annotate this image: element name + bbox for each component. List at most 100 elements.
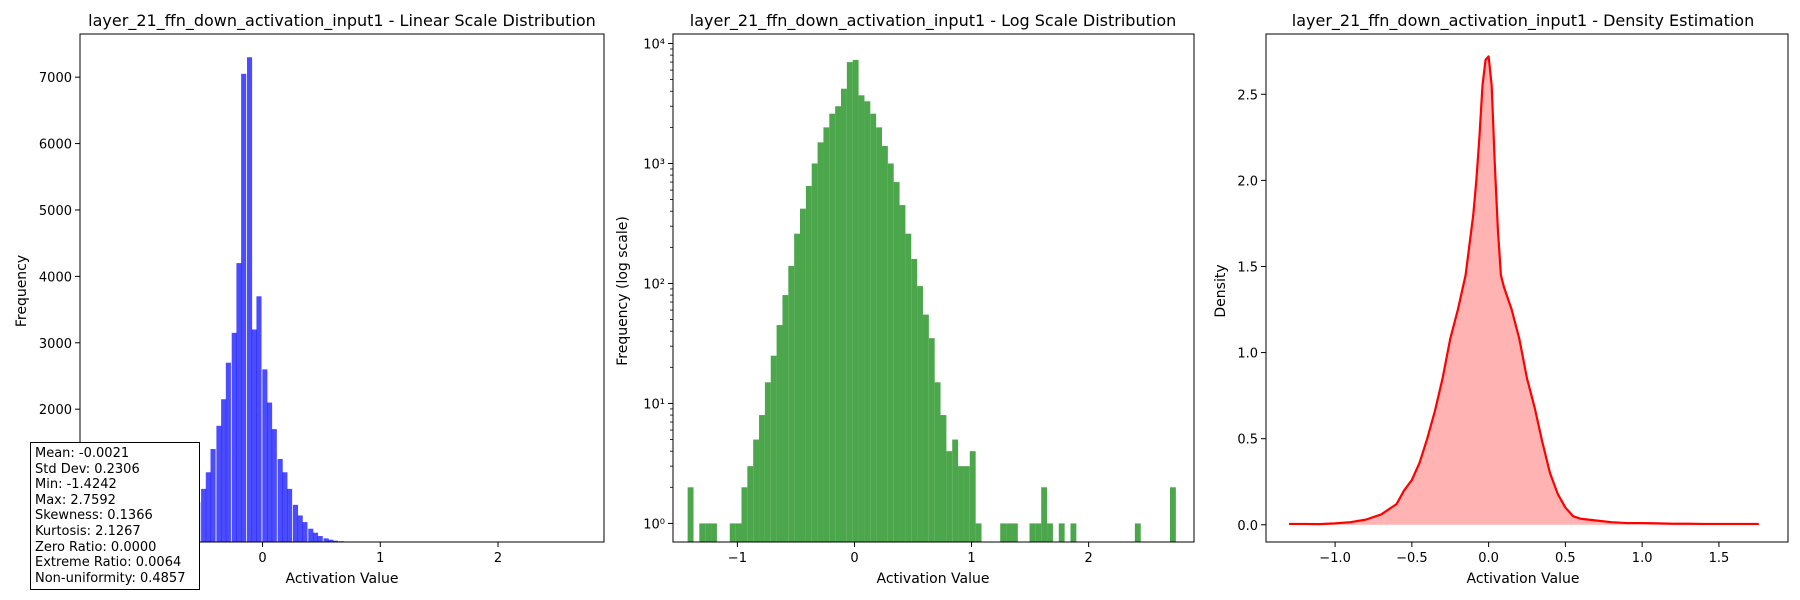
log-histogram-bar [870, 113, 877, 543]
log-histogram-bar [975, 523, 982, 542]
linear-y-axis-label: Frequency [14, 255, 30, 327]
linear-x-tick-label: 2 [494, 551, 502, 566]
log-histogram-bar [1011, 523, 1018, 542]
linear-histogram-bar [262, 369, 268, 542]
linear-histogram-bar [297, 515, 303, 542]
log-histogram-bar [858, 95, 865, 542]
density-x-tick-label: −1.0 [1319, 551, 1351, 566]
log-histogram-bar [1047, 523, 1053, 542]
linear-histogram-bar [251, 329, 257, 542]
log-histogram-bar [711, 523, 717, 542]
density-x-axis-label: Activation Value [1467, 571, 1580, 587]
density-y-tick-label: 0.0 [1237, 519, 1258, 534]
log-histogram-bar [934, 382, 941, 542]
log-histogram-bar [729, 523, 736, 542]
linear-histogram-bar [205, 472, 211, 542]
log-axes-frame [672, 33, 1195, 543]
log-histogram-bar [905, 233, 912, 542]
linear-histogram-bar [302, 522, 308, 542]
log-histogram-bar [759, 415, 765, 542]
linear-histogram-bar [308, 528, 314, 542]
log-histogram-bar [881, 145, 888, 543]
linear-histogram-panel: layer_21_ffn_down_activation_input1 - Li… [14, 11, 605, 587]
log-histogram-bar [823, 127, 830, 543]
linear-histogram-bar [312, 532, 319, 542]
stat-skewness: Skewness: 0.1366 [35, 508, 153, 524]
log-histogram-bar [928, 338, 935, 542]
log-histogram-bar [817, 142, 824, 542]
stat-mean: Mean: -0.0021 [35, 446, 130, 461]
log-histogram-bar [887, 163, 894, 542]
log-x-axis-label: Activation Value [877, 571, 990, 587]
linear-y-tick-label: 3000 [39, 337, 72, 352]
log-histogram-bar [735, 523, 742, 542]
log-histogram-bar [1058, 523, 1065, 542]
linear-y-tick-label: 7000 [39, 71, 72, 86]
log-histogram-bar [1134, 523, 1141, 542]
log-histogram-bar [829, 113, 836, 543]
log-x-tick-label: 0 [850, 551, 858, 566]
density-y-tick-label: 2.5 [1237, 88, 1258, 103]
log-y-tick-label: 10⁰ [643, 517, 665, 532]
density-x-tick-label: 1.0 [1632, 551, 1653, 566]
density-x-tick-label: 1.5 [1709, 551, 1730, 566]
linear-histogram-bar [328, 539, 334, 542]
log-histogram-bar [794, 233, 801, 542]
log-histogram-bar [969, 451, 976, 542]
log-histogram-bar [747, 466, 754, 542]
density-panel: layer_21_ffn_down_activation_input1 - De… [1213, 11, 1789, 587]
log-histogram-bar [699, 523, 706, 542]
linear-chart-title: layer_21_ffn_down_activation_input1 - Li… [88, 11, 596, 31]
density-curve [1289, 55, 1759, 526]
log-histogram-bar [893, 182, 900, 542]
log-histogram-panel: layer_21_ffn_down_activation_input1 - Lo… [615, 11, 1195, 587]
linear-histogram-bar [247, 57, 253, 543]
stat-std-dev: Std Dev: 0.2306 [35, 461, 140, 477]
linear-y-tick-label: 6000 [39, 138, 72, 153]
linear-histogram-bar [271, 429, 277, 542]
linear-histogram-bar [201, 488, 207, 542]
log-x-tick-label: −1 [728, 551, 747, 566]
log-histogram-bar [1041, 487, 1048, 542]
log-histogram-bar [1035, 523, 1042, 542]
linear-x-tick-label: 0 [258, 551, 266, 566]
stat-min: Min: -1.4242 [35, 477, 117, 493]
log-x-tick-label: 2 [1084, 551, 1092, 566]
linear-histogram-bar [332, 540, 339, 542]
linear-histogram-bar [216, 425, 222, 542]
log-histogram-bar [1029, 523, 1036, 542]
log-histogram-bar [899, 205, 906, 542]
linear-histogram-bar [256, 296, 262, 542]
linear-histogram-bar [292, 504, 299, 542]
linear-histogram-bar [225, 362, 231, 542]
log-histogram-bar [963, 466, 970, 542]
density-y-tick-label: 2.0 [1237, 174, 1258, 189]
log-x-tick-label: 1 [967, 551, 975, 566]
log-y-tick-label: 10⁴ [643, 38, 665, 53]
log-histogram-bar [800, 208, 806, 542]
density-fill-area [1289, 56, 1759, 525]
density-x-tick-label: −0.5 [1396, 551, 1428, 566]
log-histogram-bar [1006, 523, 1012, 542]
linear-y-tick-label: 2000 [39, 403, 72, 418]
log-histogram-bar [741, 487, 748, 542]
density-y-tick-label: 1.5 [1237, 260, 1258, 275]
log-histogram-bar [846, 62, 853, 542]
density-y-tick-label: 1.0 [1237, 347, 1258, 362]
log-chart-title: layer_21_ffn_down_activation_input1 - Lo… [690, 11, 1177, 31]
linear-histogram-bar [236, 263, 242, 542]
log-y-tick-label: 10² [643, 277, 665, 292]
log-y-axis-label: Frequency (log scale) [615, 216, 631, 366]
log-histogram-bar [852, 59, 859, 543]
log-y-tick-label: 10³ [643, 157, 665, 172]
linear-x-tick-label: 1 [376, 551, 384, 566]
stat-kurtosis: Kurtosis: 2.1267 [35, 523, 141, 539]
linear-axes-frame [79, 33, 605, 543]
log-histogram-bar [782, 295, 789, 542]
log-histogram-bar [1000, 523, 1007, 542]
log-histogram-bar [922, 314, 929, 542]
log-histogram-bar [1169, 487, 1176, 542]
density-y-tick-label: 0.5 [1237, 433, 1258, 448]
linear-histogram-bar [231, 332, 237, 542]
